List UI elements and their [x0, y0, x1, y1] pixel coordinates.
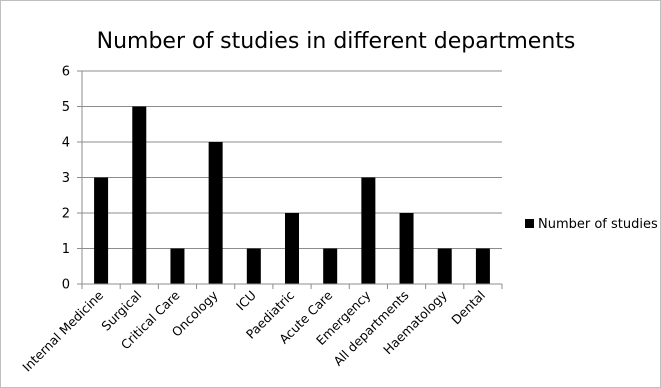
bar-haematology	[437, 248, 452, 284]
y-tick-label: 6	[62, 65, 70, 80]
y-tick-label: 1	[62, 242, 70, 257]
y-tick-label: 4	[62, 136, 70, 151]
bar-emergency	[361, 177, 376, 284]
y-tick-label: 2	[62, 207, 70, 222]
x-tick-label: ICU	[233, 288, 259, 314]
y-tick-label: 3	[62, 171, 70, 186]
x-tick-label: Internal Medicine	[19, 287, 106, 374]
bar-surgical	[132, 106, 147, 284]
bar-all-departments	[399, 213, 414, 284]
gridlines	[77, 70, 502, 285]
chart-title: Number of studies in different departmen…	[97, 29, 576, 54]
legend-swatch	[525, 219, 534, 228]
bars	[94, 106, 490, 284]
y-tick-label: 5	[62, 100, 70, 115]
y-tick-labels: 0 1 2 3 4 5 6	[62, 65, 70, 293]
bar-paediatric	[285, 213, 299, 284]
bar-dental	[475, 248, 490, 284]
bar-icu	[246, 248, 261, 284]
legend: Number of studies	[525, 217, 658, 232]
bar-oncology	[208, 142, 223, 284]
legend-label: Number of studies	[538, 217, 658, 232]
y-tick-label: 0	[62, 278, 70, 293]
bar-internal-medicine	[94, 177, 109, 284]
bar-acute-care	[323, 248, 338, 284]
x-tick-label: Dental	[448, 288, 488, 328]
axes	[81, 71, 503, 289]
bar-critical-care	[170, 248, 185, 284]
